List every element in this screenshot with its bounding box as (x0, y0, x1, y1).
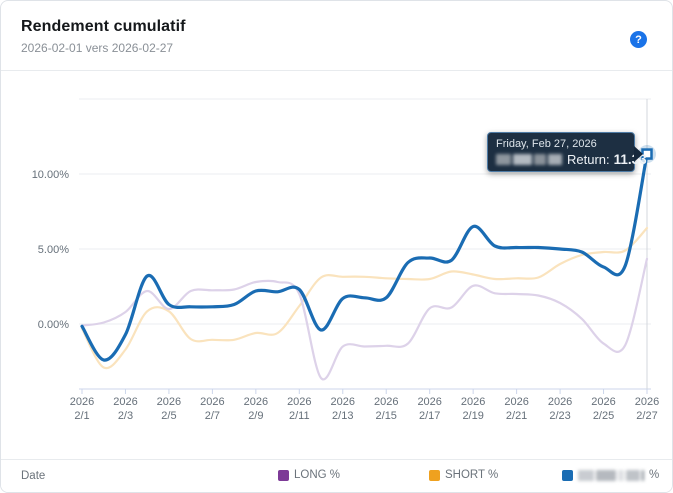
x-axis-label-day: 2/1 (74, 410, 89, 422)
x-axis-label-day: 2/13 (332, 410, 353, 422)
legend-swatch-short (429, 469, 440, 481)
x-axis-label-year: 2026 (548, 396, 572, 408)
x-axis-label-year: 2026 (591, 396, 615, 408)
chart-tooltip: Friday, Feb 27, 2026 Return: 11.33 (487, 132, 647, 172)
y-axis-label: 10.00% (32, 169, 70, 181)
x-axis-label-day: 2/21 (506, 410, 527, 422)
x-axis-label-day: 2/25 (593, 410, 614, 422)
tooltip-redacted-series-name (496, 154, 562, 165)
x-axis-label-day: 2/19 (462, 410, 483, 422)
x-axis-label-year: 2026 (244, 396, 268, 408)
x-axis-label-day: 2/3 (118, 410, 133, 422)
x-axis-label-year: 2026 (461, 396, 485, 408)
x-axis-label-day: 2/11 (289, 410, 310, 422)
y-axis-label: 0.00% (38, 319, 69, 331)
x-axis-label-year: 2026 (504, 396, 528, 408)
x-axis-label-day: 2/9 (248, 410, 263, 422)
chart-footer: Date LONG % SHORT % % (1, 459, 672, 492)
legend-item-long[interactable]: LONG % (278, 469, 340, 481)
legend-item-short[interactable]: SHORT % (429, 469, 498, 481)
x-axis-label-year: 2026 (157, 396, 181, 408)
series-line-short (80, 226, 649, 370)
x-axis-label-day: 2/5 (161, 410, 176, 422)
help-icon[interactable]: ? (630, 31, 647, 48)
x-axis-label-day: 2/15 (376, 410, 397, 422)
x-axis-label-year: 2026 (70, 396, 94, 408)
x-axis-label-year: 2026 (113, 396, 137, 408)
header: Rendement cumulatif 2026-02-01 vers 2026… (21, 18, 186, 55)
legend-item-redacted[interactable]: % (562, 469, 659, 481)
page-title: Rendement cumulatif (21, 18, 186, 35)
x-axis-label-day: 2/7 (205, 410, 220, 422)
legend-redacted-name (578, 469, 644, 481)
x-axis-label-year: 2026 (331, 396, 355, 408)
x-axis-label-year: 2026 (200, 396, 224, 408)
tooltip-value-row: Return: 11.33 (496, 152, 647, 167)
tooltip-date: Friday, Feb 27, 2026 (496, 138, 597, 150)
series-line-long (80, 257, 649, 381)
x-axis-label-year: 2026 (374, 396, 398, 408)
date-range-subtitle: 2026-02-01 vers 2026-02-27 (21, 41, 174, 55)
x-axis-title: Date (21, 470, 46, 482)
x-axis-label-day: 2/23 (549, 410, 570, 422)
series-line-redacted (80, 152, 649, 362)
x-axis-label-year: 2026 (417, 396, 441, 408)
legend-label-redacted: % (649, 469, 660, 481)
x-axis-label-day: 2/27 (636, 410, 657, 422)
y-axis-label: 5.00% (38, 244, 69, 256)
legend-label-long: LONG % (294, 469, 341, 481)
header-divider (1, 70, 672, 71)
legend-label-short: SHORT % (445, 469, 499, 481)
x-axis-label-year: 2026 (287, 396, 311, 408)
x-axis-label-day: 2/17 (419, 410, 440, 422)
x-axis-label-year: 2026 (635, 396, 659, 408)
tooltip-return-label: Return: (567, 152, 610, 167)
legend-swatch-redacted (562, 469, 573, 481)
tooltip-arrow (634, 146, 643, 162)
legend-swatch-long (278, 469, 289, 481)
